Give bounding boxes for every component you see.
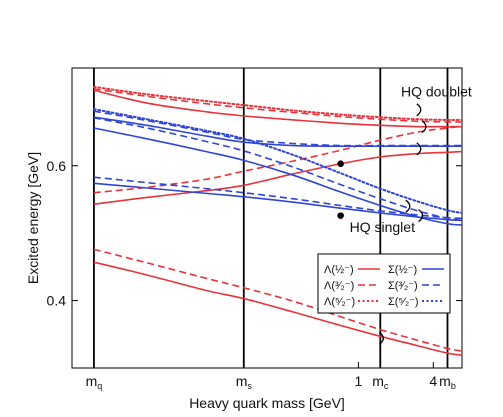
x-tick-label: mq: [86, 373, 103, 391]
x-tick-label: 4: [429, 373, 437, 389]
legend-box: [317, 253, 451, 314]
x-axis-label: Heavy quark mass [GeV]: [189, 395, 345, 411]
x-tick-label: mb: [439, 373, 456, 391]
y-tick-label: 0.4: [47, 293, 67, 309]
series-line: [93, 125, 462, 194]
series-line: [92, 108, 462, 214]
bracket-marker: [405, 199, 411, 213]
series-line: [93, 182, 462, 222]
y-tick-label: 0.6: [47, 158, 67, 174]
bracket-marker: [418, 209, 424, 223]
series-line: [93, 127, 462, 226]
x-tick-label: 1: [354, 373, 362, 389]
data-point: [337, 212, 344, 219]
x-tick-label: ms: [236, 373, 253, 391]
series-line: [93, 261, 462, 356]
bracket-marker: [416, 103, 422, 117]
series-line: [93, 150, 462, 205]
series-line: [93, 176, 462, 220]
legend-label: Λ(³⁄₂⁻): [324, 280, 354, 292]
annotation-label: HQ singlet: [350, 219, 415, 235]
legend-label: Σ(³⁄₂⁻): [388, 280, 418, 292]
data-point: [337, 160, 344, 168]
series-group: [92, 85, 462, 356]
legend-label: Λ(⁵⁄₂⁻): [324, 296, 355, 308]
series-line: [93, 110, 462, 147]
bracket-marker: [421, 120, 427, 134]
x-tick-label: mc: [372, 373, 389, 391]
plot-area: HQ doublet HQ singlet: [71, 67, 472, 369]
legend: Λ(½⁻) Σ(½⁻) Λ(³⁄₂⁻) Σ(³⁄₂⁻) Λ(⁵⁄₂⁻) Σ(⁵⁄₂⁻): [317, 253, 451, 314]
series-line: [93, 88, 462, 123]
legend-label: Σ(⁵⁄₂⁻): [388, 296, 419, 308]
axes: Excited energy [GeV] Heavy quark mass [G…: [25, 152, 462, 411]
legend-label: Σ(½⁻): [388, 264, 417, 276]
bracket-marker: [416, 142, 422, 156]
series-line: [93, 117, 462, 222]
bracket-marker: [378, 331, 384, 345]
legend-label: Λ(½⁻): [324, 264, 354, 276]
plot-frame: [71, 67, 463, 369]
annotation-label: HQ doublet: [401, 83, 472, 99]
series-line: [92, 85, 462, 121]
y-axis-label: Excited energy [GeV]: [25, 152, 41, 284]
series-line: [93, 89, 462, 128]
